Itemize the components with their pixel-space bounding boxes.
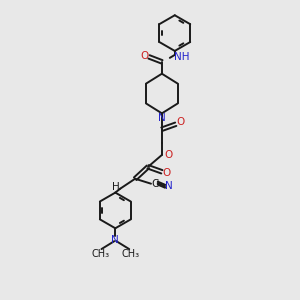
- Text: N: N: [111, 235, 119, 245]
- Text: O: O: [177, 117, 185, 127]
- Text: CH₃: CH₃: [121, 249, 139, 259]
- Text: H: H: [112, 182, 120, 192]
- Text: N: N: [158, 113, 166, 123]
- Text: O: O: [165, 150, 173, 160]
- Text: O: O: [140, 51, 148, 61]
- Text: C: C: [151, 179, 159, 189]
- Text: NH: NH: [174, 52, 190, 62]
- Text: O: O: [163, 168, 171, 178]
- Text: N: N: [165, 181, 173, 191]
- Text: CH₃: CH₃: [92, 249, 110, 259]
